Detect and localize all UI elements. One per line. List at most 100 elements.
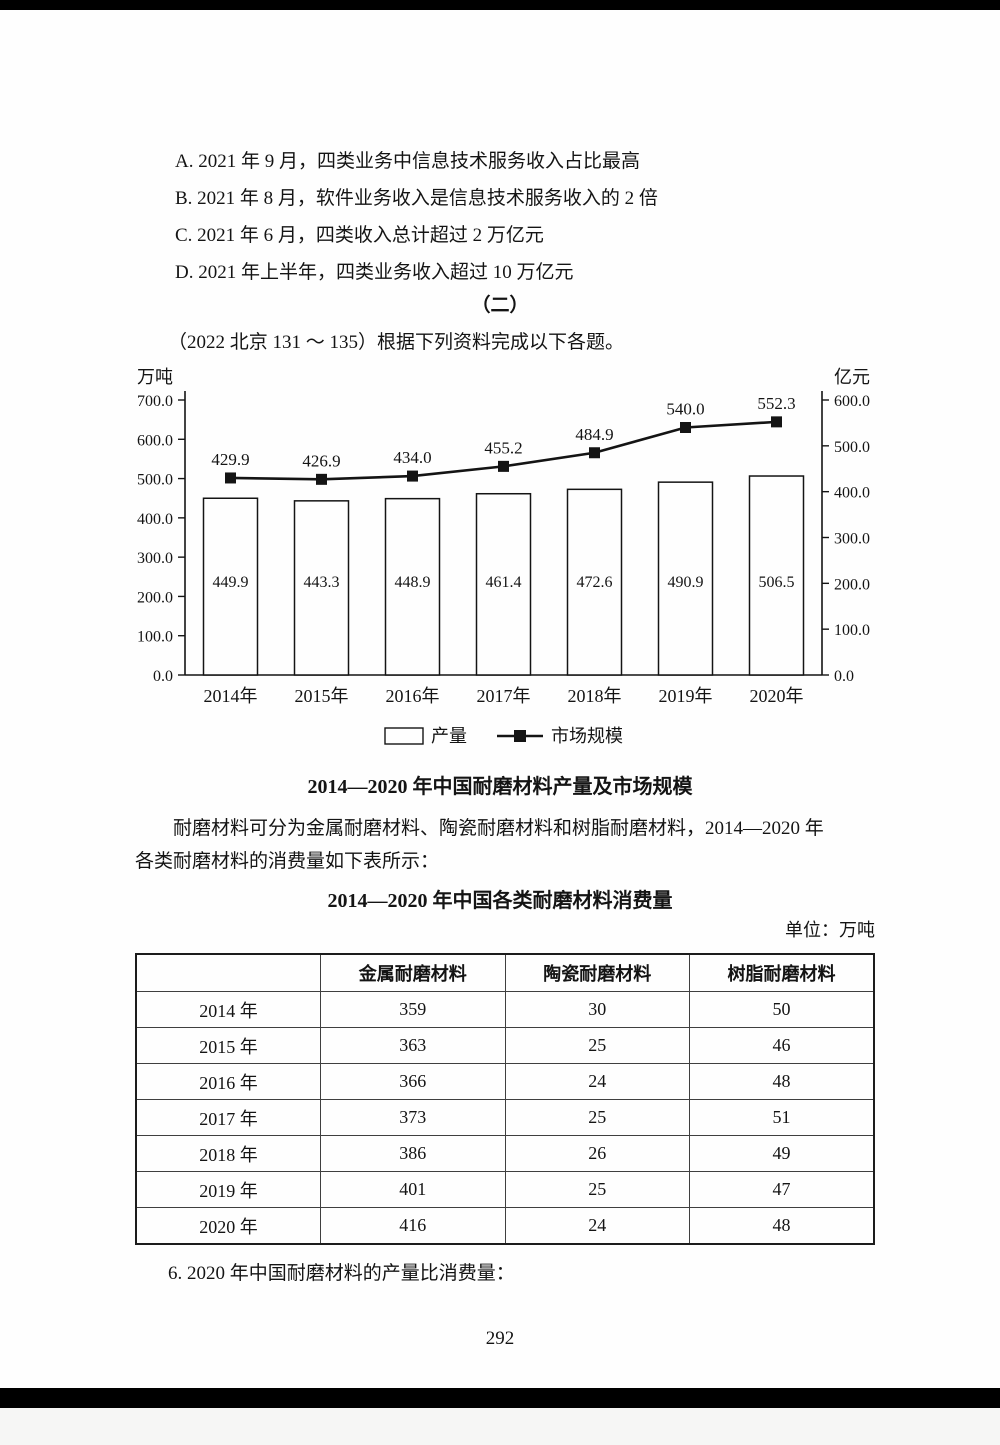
table-year-cell: 2019 年 <box>135 1171 321 1208</box>
table-value-cell: 46 <box>689 1027 875 1064</box>
line-marker <box>680 422 691 433</box>
left-tick-label: 700.0 <box>137 393 173 410</box>
x-axis-category-label: 2016年 <box>386 686 440 706</box>
left-tick-label: 400.0 <box>137 511 173 528</box>
table-row: 2017 年 373 25 51 <box>135 1099 875 1136</box>
table-row: 2020 年 416 24 48 <box>135 1207 875 1245</box>
table-value-cell: 48 <box>689 1063 875 1100</box>
source-line: （2022 北京 131 ～ 135）根据下列资料完成以下各题。 <box>168 332 625 353</box>
table-value-cell: 25 <box>504 1171 690 1208</box>
left-tick-label: 500.0 <box>137 472 173 489</box>
scan-artifact-bottom <box>0 1388 1000 1408</box>
left-axis-unit-label: 万吨 <box>137 367 173 387</box>
table-value-cell: 359 <box>320 991 506 1028</box>
x-axis-category-label: 2017年 <box>477 686 531 706</box>
table-value-cell: 24 <box>504 1063 690 1100</box>
table-value-cell: 50 <box>689 991 875 1028</box>
x-axis-category-label: 2014年 <box>204 686 258 706</box>
table-value-cell: 366 <box>320 1063 506 1100</box>
production-bar <box>566 488 623 676</box>
table-value-cell: 401 <box>320 1171 506 1208</box>
table-value-cell: 47 <box>689 1171 875 1208</box>
right-axis-unit-label: 亿元 <box>834 367 870 387</box>
option-d: D. 2021 年上半年，四类业务收入超过 10 万亿元 <box>175 262 574 283</box>
scan-margin-bottom <box>0 1408 1000 1445</box>
right-tick-label: 100.0 <box>834 622 870 639</box>
left-tick-label: 0.0 <box>153 668 173 685</box>
line-value-label: 540.0 <box>666 400 704 419</box>
x-axis-category-label: 2019年 <box>659 686 713 706</box>
question-6: 6. 2020 年中国耐磨材料的产量比消费量： <box>168 1263 515 1284</box>
table-row: 2016 年 366 24 48 <box>135 1063 875 1100</box>
table-year-cell: 2020 年 <box>135 1207 321 1245</box>
table-value-cell: 386 <box>320 1135 506 1172</box>
right-tick-label: 600.0 <box>834 393 870 410</box>
left-tick-label: 600.0 <box>137 432 173 449</box>
production-bar <box>384 497 441 676</box>
unit-note: 单位：万吨 <box>785 920 875 940</box>
legend-bar-label: 产量 <box>431 726 467 746</box>
line-marker <box>225 472 236 484</box>
table-header-cell: 陶瓷耐磨材料 <box>504 953 690 992</box>
production-bar <box>748 475 805 676</box>
table-value-cell: 25 <box>504 1027 690 1064</box>
left-tick-label: 300.0 <box>137 550 173 567</box>
x-axis-category-label: 2018年 <box>568 686 622 706</box>
table-header-cell: 金属耐磨材料 <box>320 953 506 992</box>
table-year-cell: 2015 年 <box>135 1027 321 1064</box>
scan-artifact-top <box>0 0 1000 10</box>
line-value-label: 429.9 <box>211 450 249 469</box>
line-value-label: 455.2 <box>484 438 522 457</box>
option-b: B. 2021 年 8 月，软件业务收入是信息技术服务收入的 2 倍 <box>175 188 658 209</box>
right-tick-label: 300.0 <box>834 531 870 548</box>
table-year-cell: 2016 年 <box>135 1063 321 1100</box>
table-row: 2015 年 363 25 46 <box>135 1027 875 1064</box>
table-value-cell: 49 <box>689 1135 875 1172</box>
right-tick-label: 200.0 <box>834 576 870 593</box>
page-number: 292 <box>485 1328 515 1349</box>
table-row: 2014 年 359 30 50 <box>135 991 875 1028</box>
bar-value-label: 448.9 <box>395 574 431 591</box>
line-marker <box>771 416 782 428</box>
table-value-cell: 363 <box>320 1027 506 1064</box>
paragraph-line-1: 耐磨材料可分为金属耐磨材料、陶瓷耐磨材料和树脂耐磨材料，2014—2020 年 <box>173 818 824 839</box>
production-bar <box>475 492 532 676</box>
production-bar <box>202 497 259 676</box>
table-row: 2019 年 401 25 47 <box>135 1171 875 1208</box>
bar-value-label: 472.6 <box>577 574 613 591</box>
paragraph-line-2: 各类耐磨材料的消费量如下表所示： <box>135 851 440 872</box>
line-value-label: 552.3 <box>757 394 795 413</box>
bar-value-label: 490.9 <box>668 574 704 591</box>
line-value-label: 484.9 <box>575 425 613 444</box>
option-c: C. 2021 年 6 月，四类收入总计超过 2 万亿元 <box>175 225 544 246</box>
right-tick-label: 400.0 <box>834 485 870 502</box>
x-axis-category-label: 2015年 <box>295 686 349 706</box>
table-header-cell <box>135 953 321 992</box>
chart-title: 2014—2020 年中国耐磨材料产量及市场规模 <box>307 776 693 798</box>
table-value-cell: 416 <box>320 1207 506 1245</box>
table-value-cell: 25 <box>504 1099 690 1136</box>
line-value-label: 434.0 <box>393 448 431 467</box>
table-value-cell: 51 <box>689 1099 875 1136</box>
line-value-label: 426.9 <box>302 451 340 470</box>
right-tick-label: 0.0 <box>834 668 854 685</box>
legend-line-label: 市场规模 <box>551 726 623 746</box>
right-tick-label: 500.0 <box>834 439 870 456</box>
bar-value-label: 443.3 <box>304 574 340 591</box>
option-a: A. 2021 年 9 月，四类业务中信息技术服务收入占比最高 <box>175 151 640 172</box>
table-wrap: 金属耐磨材料 陶瓷耐磨材料 树脂耐磨材料 2014 年 359 30 50 2015 年 363… <box>135 953 875 1245</box>
combo-chart: 0.0 100.0 200.0 300.0 400.0 500.0 600.0 700.0 0.… <box>85 365 900 765</box>
legend-bar-swatch <box>384 727 424 745</box>
table-value-cell: 373 <box>320 1099 506 1136</box>
table-value-cell: 48 <box>689 1207 875 1245</box>
line-marker <box>589 447 600 459</box>
table-row: 2018 年 386 26 49 <box>135 1135 875 1172</box>
bar-value-label: 449.9 <box>213 574 249 591</box>
production-bar <box>657 481 714 676</box>
line-marker <box>407 470 418 482</box>
table-header-row: 金属耐磨材料 陶瓷耐磨材料 树脂耐磨材料 <box>135 953 875 992</box>
left-tick-label: 200.0 <box>137 589 173 606</box>
bar-value-label: 461.4 <box>486 574 522 591</box>
section-header: （二） <box>471 295 529 316</box>
legend-line-marker <box>514 730 526 742</box>
